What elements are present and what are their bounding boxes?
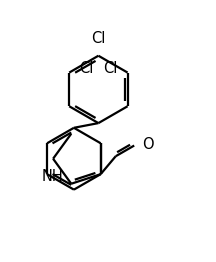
Text: NH: NH — [41, 169, 63, 184]
Text: Cl: Cl — [104, 61, 118, 76]
Text: Cl: Cl — [79, 61, 93, 76]
Text: Cl: Cl — [91, 31, 106, 46]
Text: O: O — [142, 137, 153, 152]
